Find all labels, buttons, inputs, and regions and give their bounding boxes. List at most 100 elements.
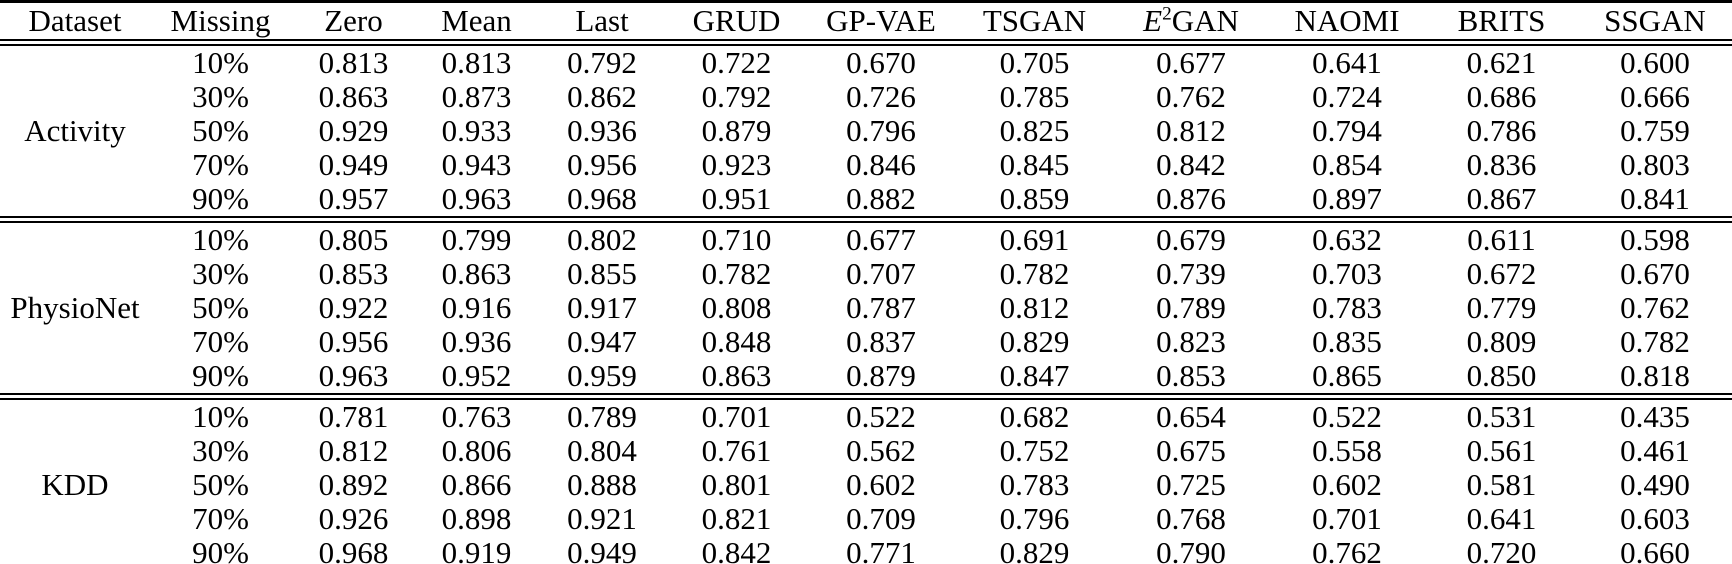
missing-rate-cell: 30% <box>192 80 249 114</box>
value-cell-grud: 0.848 <box>701 325 772 359</box>
value-cell-ssgan: 0.600 <box>1620 45 1690 80</box>
table-row: Activity 10% 0.813 0.813 0.792 0.722 0.670 0.70… <box>0 43 1732 148</box>
value-cell-tsgan: 0.691 <box>956 216 1113 257</box>
value-cell-mean: 0.866 <box>441 468 512 502</box>
table-row: 50% 0.929 0.933 0.936 0.879 0.796 0.825 0.812 0.… <box>0 114 1732 148</box>
value-cell-grud: 0.782 <box>701 257 772 291</box>
value-cell-brits: 0.531 <box>1425 393 1578 434</box>
value-cell-e2gan: 0.739 <box>1156 257 1226 291</box>
value-cell-grud: 0.710 <box>667 216 806 257</box>
value-cell-tsgan: 0.782 <box>999 257 1070 291</box>
value-cell-grud: 0.792 <box>701 80 772 114</box>
value-cell-naomi: 0.632 <box>1269 216 1425 257</box>
value-cell-mean: 0.963 <box>441 182 512 216</box>
value-cell-naomi: 0.602 <box>1312 468 1382 502</box>
value-cell-naomi: 0.701 <box>1312 502 1382 536</box>
value-cell-naomi: 0.703 <box>1312 257 1382 291</box>
value-cell-mean: 0.898 <box>441 502 512 536</box>
table-row: 50% 0.922 0.916 0.917 0.808 0.787 0.812 0.789 0.… <box>0 291 1732 325</box>
value-cell-zero: 0.812 <box>318 434 389 468</box>
value-cell-e2gan: 0.677 <box>1156 45 1226 80</box>
value-cell-gpvae: 0.796 <box>846 114 916 148</box>
missing-rate-cell: 70% <box>192 325 249 359</box>
value-cell-ssgan: 0.818 <box>1620 359 1690 393</box>
value-cell-brits: 0.686 <box>1466 80 1537 114</box>
italic-symbol: E <box>1143 3 1163 38</box>
value-cell-ssgan: 0.759 <box>1620 114 1690 148</box>
value-cell-last: 0.862 <box>567 80 637 114</box>
value-cell-grud: 0.801 <box>701 468 772 502</box>
missing-rate-cell: 10% <box>192 45 249 80</box>
table-row: KDD 10% 0.781 0.763 0.789 0.701 0.522 0.682 0.65… <box>0 393 1732 564</box>
value-cell-tsgan: 0.845 <box>999 148 1070 182</box>
value-cell-grud: 0.842 <box>701 536 772 564</box>
value-cell-brits: 0.867 <box>1466 182 1537 216</box>
value-cell-ssgan: 0.461 <box>1620 434 1690 468</box>
value-cell-naomi: 0.641 <box>1312 45 1382 80</box>
value-cell-e2gan: 0.725 <box>1156 468 1226 502</box>
missing-rate-cell: 50% <box>192 114 249 148</box>
value-cell-gpvae: 0.709 <box>846 502 916 536</box>
value-cell-gpvae: 0.846 <box>846 148 916 182</box>
value-cell-brits: 0.786 <box>1466 114 1537 148</box>
column-header-zero: Zero <box>291 1 416 46</box>
value-cell-tsgan: 0.847 <box>999 359 1070 393</box>
value-cell-grud: 0.722 <box>701 45 772 80</box>
value-cell-gpvae: 0.787 <box>846 291 916 325</box>
value-cell-gpvae: 0.562 <box>846 434 916 468</box>
value-cell-mean: 0.863 <box>441 257 512 291</box>
value-cell-ssgan: 0.603 <box>1620 502 1690 536</box>
value-cell-last: 0.804 <box>567 434 637 468</box>
value-cell-brits: 0.581 <box>1466 468 1537 502</box>
value-cell-brits: 0.850 <box>1466 359 1537 393</box>
table-row: PhysioNet 10% 0.805 0.799 0.802 0.710 0.677 0.6… <box>0 216 1732 397</box>
value-cell-tsgan: 0.783 <box>999 468 1070 502</box>
value-cell-e2gan: 0.853 <box>1156 359 1226 393</box>
value-cell-last: 0.802 <box>537 216 667 257</box>
value-cell-ssgan: 0.841 <box>1620 182 1690 216</box>
value-cell-gpvae: 0.707 <box>846 257 916 291</box>
missing-rate-cell: 10% <box>150 393 291 434</box>
value-cell-last: 0.968 <box>567 182 637 216</box>
value-cell-grud: 0.701 <box>667 393 806 434</box>
value-cell-tsgan: 0.705 <box>999 45 1070 80</box>
value-cell-ssgan: 0.762 <box>1620 291 1690 325</box>
value-cell-last: 0.936 <box>567 114 637 148</box>
value-cell-zero: 0.957 <box>318 182 389 216</box>
value-cell-brits: 0.621 <box>1466 45 1537 80</box>
value-cell-naomi: 0.762 <box>1312 536 1382 564</box>
value-cell-zero: 0.926 <box>318 502 389 536</box>
value-cell-mean: 0.763 <box>416 393 537 434</box>
value-cell-gpvae: 0.771 <box>846 536 916 564</box>
table-row: 50% 0.892 0.866 0.888 0.801 0.602 0.783 0.725 0.… <box>0 468 1732 502</box>
value-cell-zero: 0.853 <box>318 257 389 291</box>
table-row: 90% 0.968 0.919 0.949 0.842 0.771 0.829 0.790 0.… <box>0 536 1732 564</box>
value-cell-tsgan: 0.829 <box>999 325 1070 359</box>
column-header-grud: GRUD <box>667 1 806 46</box>
value-cell-last: 0.888 <box>567 468 637 502</box>
value-cell-mean: 0.943 <box>441 148 512 182</box>
superscript: 2 <box>1162 3 1172 25</box>
value-cell-e2gan: 0.812 <box>1156 114 1226 148</box>
value-cell-last: 0.855 <box>567 257 637 291</box>
dataset-label: Activity <box>24 113 126 148</box>
missing-rate-cell: 90% <box>192 182 249 216</box>
missing-rate-cell: 30% <box>192 257 249 291</box>
value-cell-brits: 0.809 <box>1466 325 1537 359</box>
column-header-dataset: Dataset <box>0 1 150 46</box>
value-cell-e2gan: 0.762 <box>1156 80 1226 114</box>
value-cell-last: 0.947 <box>567 325 637 359</box>
column-header-brits: BRITS <box>1425 1 1578 46</box>
value-cell-mean: 0.952 <box>441 359 512 393</box>
value-cell-mean: 0.916 <box>441 291 512 325</box>
value-cell-last: 0.959 <box>567 359 637 393</box>
missing-rate-cell: 10% <box>150 216 291 257</box>
value-cell-last: 0.949 <box>567 536 637 564</box>
value-cell-naomi: 0.897 <box>1312 182 1382 216</box>
missing-rate-cell: 70% <box>192 502 249 536</box>
value-cell-mean: 0.936 <box>441 325 512 359</box>
column-header-missing: Missing <box>150 1 291 46</box>
value-cell-gpvae: 0.726 <box>846 80 916 114</box>
table-row: 70% 0.949 0.943 0.956 0.923 0.846 0.845 0.842 0.… <box>0 148 1732 182</box>
